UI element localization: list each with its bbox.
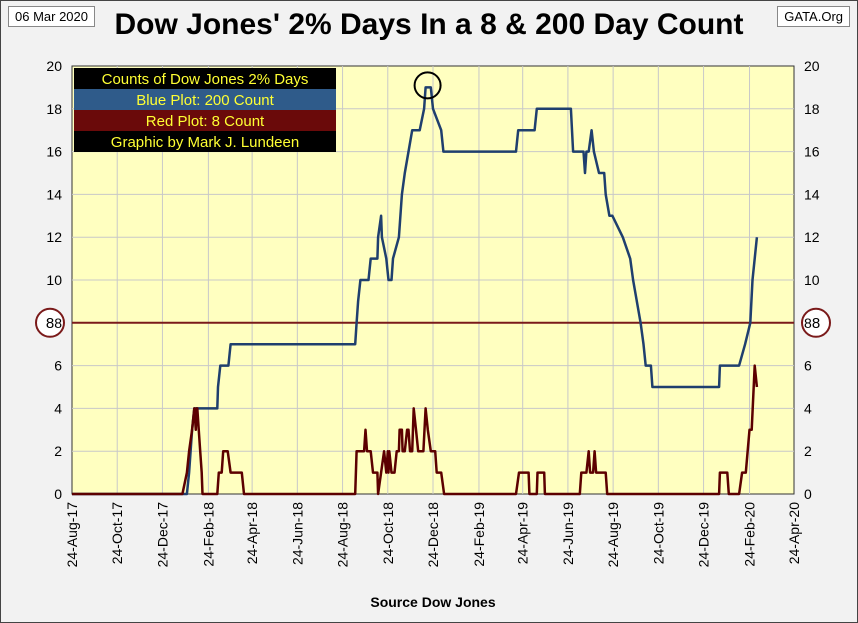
legend-row-text: Graphic by Mark J. Lundeen bbox=[111, 134, 299, 151]
y-tick-label-right: 14 bbox=[804, 186, 820, 202]
y-tick-label-left: 10 bbox=[46, 272, 62, 288]
x-tick-label: 24-Dec-19 bbox=[696, 502, 712, 568]
y-tick-label-right: 10 bbox=[804, 272, 820, 288]
source-label: GATA.Org bbox=[777, 6, 850, 27]
y-tick-label-right: 18 bbox=[804, 101, 820, 117]
reference-label-right: 8 bbox=[812, 315, 820, 332]
peak-circle-group bbox=[413, 71, 442, 100]
y-tick-label-right: 20 bbox=[804, 58, 820, 74]
x-tick-label: 24-Aug-19 bbox=[605, 502, 621, 568]
peak-circle bbox=[413, 71, 442, 100]
series-line-8-count bbox=[72, 364, 759, 496]
x-tick-label: 24-Oct-17 bbox=[109, 502, 125, 564]
series-group bbox=[72, 86, 759, 496]
x-tick-label: 24-Oct-18 bbox=[380, 502, 396, 564]
x-tick-labels: 24-Aug-17 24-Oct-17 24-Dec-17 24-Feb-18 24-A… bbox=[64, 502, 802, 568]
y-tick-label-left: 0 bbox=[54, 486, 62, 502]
x-tick-label: 24-Aug-18 bbox=[335, 502, 351, 568]
x-tick-label: 24-Feb-19 bbox=[471, 502, 487, 567]
y-tick-label-right: 12 bbox=[804, 229, 820, 245]
y-tick-label-left: 14 bbox=[46, 186, 62, 202]
legend-row-text: Counts of Dow Jones 2% Days bbox=[102, 71, 309, 88]
x-tick-label: 24-Jun-18 bbox=[289, 502, 305, 565]
series-line-200-count bbox=[72, 86, 759, 496]
legend-row-text: Blue Plot: 200 Count bbox=[136, 92, 274, 109]
y-tick-label-right: 0 bbox=[804, 486, 812, 502]
legend-row-text: Red Plot: 8 Count bbox=[146, 113, 265, 130]
x-tick-label: 24-Apr-18 bbox=[244, 502, 260, 564]
x-tick-label: 24-Apr-19 bbox=[515, 502, 531, 564]
legend: Counts of Dow Jones 2% Days Blue Plot: 20… bbox=[74, 68, 336, 152]
date-label: 06 Mar 2020 bbox=[8, 6, 95, 27]
x-tick-label: 24-Feb-20 bbox=[742, 502, 758, 567]
y-tick-label-left: 12 bbox=[46, 229, 62, 245]
y-tick-label-left: 4 bbox=[54, 400, 62, 416]
chart-title: Dow Jones' 2% Days In a 8 & 200 Day Coun… bbox=[114, 8, 744, 41]
y-tick-label-right: 8 bbox=[804, 315, 812, 331]
legend-row-bg bbox=[74, 89, 336, 110]
x-tick-label: 24-Feb-18 bbox=[200, 502, 216, 567]
legend-row-bg bbox=[74, 68, 336, 89]
y-tick-label-right: 16 bbox=[804, 144, 820, 160]
y-tick-label-left: 20 bbox=[46, 58, 62, 74]
x-tick-label: 24-Dec-17 bbox=[154, 502, 170, 568]
y-tick-label-left: 16 bbox=[46, 144, 62, 160]
reference-label-left: 8 bbox=[46, 315, 54, 332]
y-tick-label-left: 18 bbox=[46, 101, 62, 117]
x-tick-label: 24-Jun-19 bbox=[560, 502, 576, 565]
y-tick-label-left: 8 bbox=[54, 315, 62, 331]
reference-marker-left bbox=[35, 307, 65, 338]
y-tick-label-right: 4 bbox=[804, 400, 812, 416]
x-tick-label: 24-Dec-18 bbox=[425, 502, 441, 568]
x-tick-label: 24-Oct-19 bbox=[650, 502, 666, 564]
y-tick-label-left: 6 bbox=[54, 358, 62, 374]
legend-row-bg bbox=[74, 110, 336, 131]
y-tick-label-left: 2 bbox=[54, 443, 62, 459]
x-tick-label: 24-Aug-17 bbox=[64, 502, 80, 568]
x-axis-label: Source Dow Jones bbox=[370, 594, 496, 610]
y-tick-label-right: 2 bbox=[804, 443, 812, 459]
x-tick-label: 24-Apr-20 bbox=[786, 502, 802, 564]
reference-marker-right bbox=[801, 307, 831, 338]
y-tick-label-right: 6 bbox=[804, 358, 812, 374]
legend-row-bg bbox=[74, 131, 336, 152]
